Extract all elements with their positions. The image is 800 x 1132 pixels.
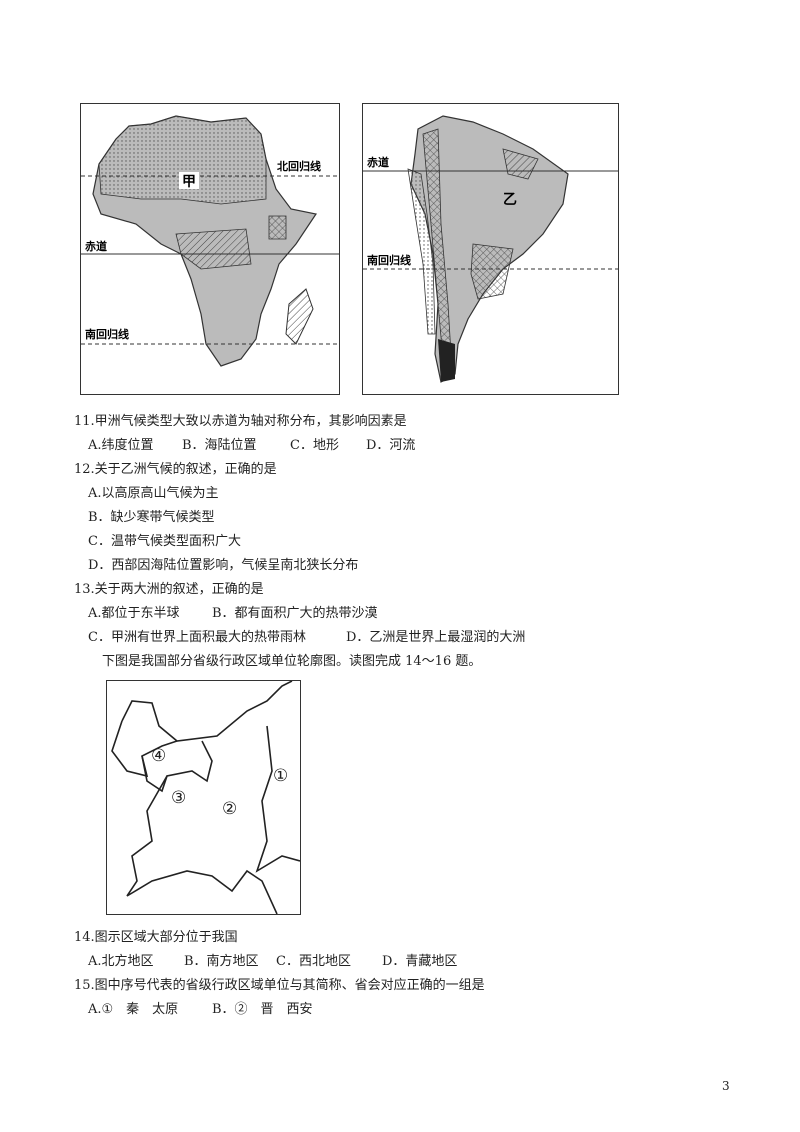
q15-option-a: A.① 秦 太原: [88, 1002, 179, 1017]
q14-option-a: A.北方地区: [88, 954, 154, 969]
province-1-boundary: [255, 725, 301, 873]
sa-equator-label: 赤道: [367, 155, 389, 169]
intro-text: 下图是我国部分省级行政区域单位轮廓图。读图完成 14～16 题。: [102, 654, 482, 669]
province-2-boundary: [126, 775, 278, 915]
province-outline-map: ④ ③ ② ①: [106, 680, 301, 915]
q11-option-d: D．河流: [366, 438, 416, 453]
q14-option-c: C．西北地区: [276, 954, 351, 969]
province-4-boundary: [111, 720, 178, 778]
q14-option-d: D．青藏地区: [382, 954, 458, 969]
province-3-boundary: [141, 740, 213, 793]
q13-option-d: D．乙洲是世界上最湿润的大洲: [346, 630, 526, 645]
province-label-4: ④: [151, 746, 166, 766]
southern-tip: [438, 339, 455, 382]
question-11-stem: 11.甲洲气候类型大致以赤道为轴对称分布，其影响因素是: [74, 414, 407, 429]
desert-region: [98, 115, 267, 205]
northern-boundary: [121, 680, 293, 742]
q13-option-c: C．甲洲有世界上面积最大的热带雨林: [88, 630, 306, 645]
q13-option-b: B．都有面积广大的热带沙漠: [212, 606, 378, 621]
subtropical-region: [470, 243, 514, 300]
plateau-region: [268, 215, 287, 240]
province-map-drawing: ④ ③ ② ①: [111, 680, 301, 915]
q13-option-a: A.都位于东半球: [88, 606, 180, 621]
page-number: 3: [722, 1079, 730, 1093]
q15-option-b: B．② 晋 西安: [212, 1002, 313, 1017]
savanna-region: [175, 228, 252, 270]
q12-option-b: B．缺少寒带气候类型: [88, 510, 215, 525]
question-12-stem: 12.关于乙洲气候的叙述，正确的是: [74, 462, 277, 477]
africa-map-drawing: 甲 北回归线 赤道 南回归线: [81, 115, 339, 367]
madagascar: [285, 288, 314, 345]
south-america-map-drawing: 赤道 南回归线 乙: [363, 115, 618, 383]
question-15-stem: 15.图中序号代表的省级行政区域单位与其简称、省会对应正确的一组是: [74, 978, 485, 993]
question-14-stem: 14.图示区域大部分位于我国: [74, 930, 238, 945]
province-label-1: ①: [273, 766, 288, 786]
question-13-stem: 13.关于两大洲的叙述，正确的是: [74, 582, 264, 597]
q12-option-c: C．温带气候类型面积广大: [88, 534, 241, 549]
province-label-2: ②: [222, 799, 237, 819]
q12-option-a: A.以高原高山气候为主: [88, 486, 219, 501]
south-america-label: 乙: [503, 192, 517, 208]
q14-option-b: B．南方地区: [184, 954, 259, 969]
west-coast-desert: [407, 168, 436, 335]
tropic-south-label: 南回归线: [85, 327, 129, 341]
africa-climate-map: 甲 北回归线 赤道 南回归线: [80, 103, 340, 395]
africa-label: 甲: [182, 174, 196, 190]
q11-option-c: C．地形: [290, 438, 339, 453]
q12-option-d: D．西部因海陆位置影响，气候呈南北狭长分布: [88, 558, 359, 573]
province-label-3: ③: [171, 788, 186, 808]
q11-option-a: A.纬度位置: [88, 438, 154, 453]
sa-tropic-south-label: 南回归线: [367, 253, 411, 267]
equator-label: 赤道: [85, 239, 107, 253]
south-america-climate-map: 赤道 南回归线 乙: [362, 103, 619, 395]
q11-option-b: B．海陆位置: [182, 438, 257, 453]
tropic-north-label: 北回归线: [277, 159, 321, 173]
